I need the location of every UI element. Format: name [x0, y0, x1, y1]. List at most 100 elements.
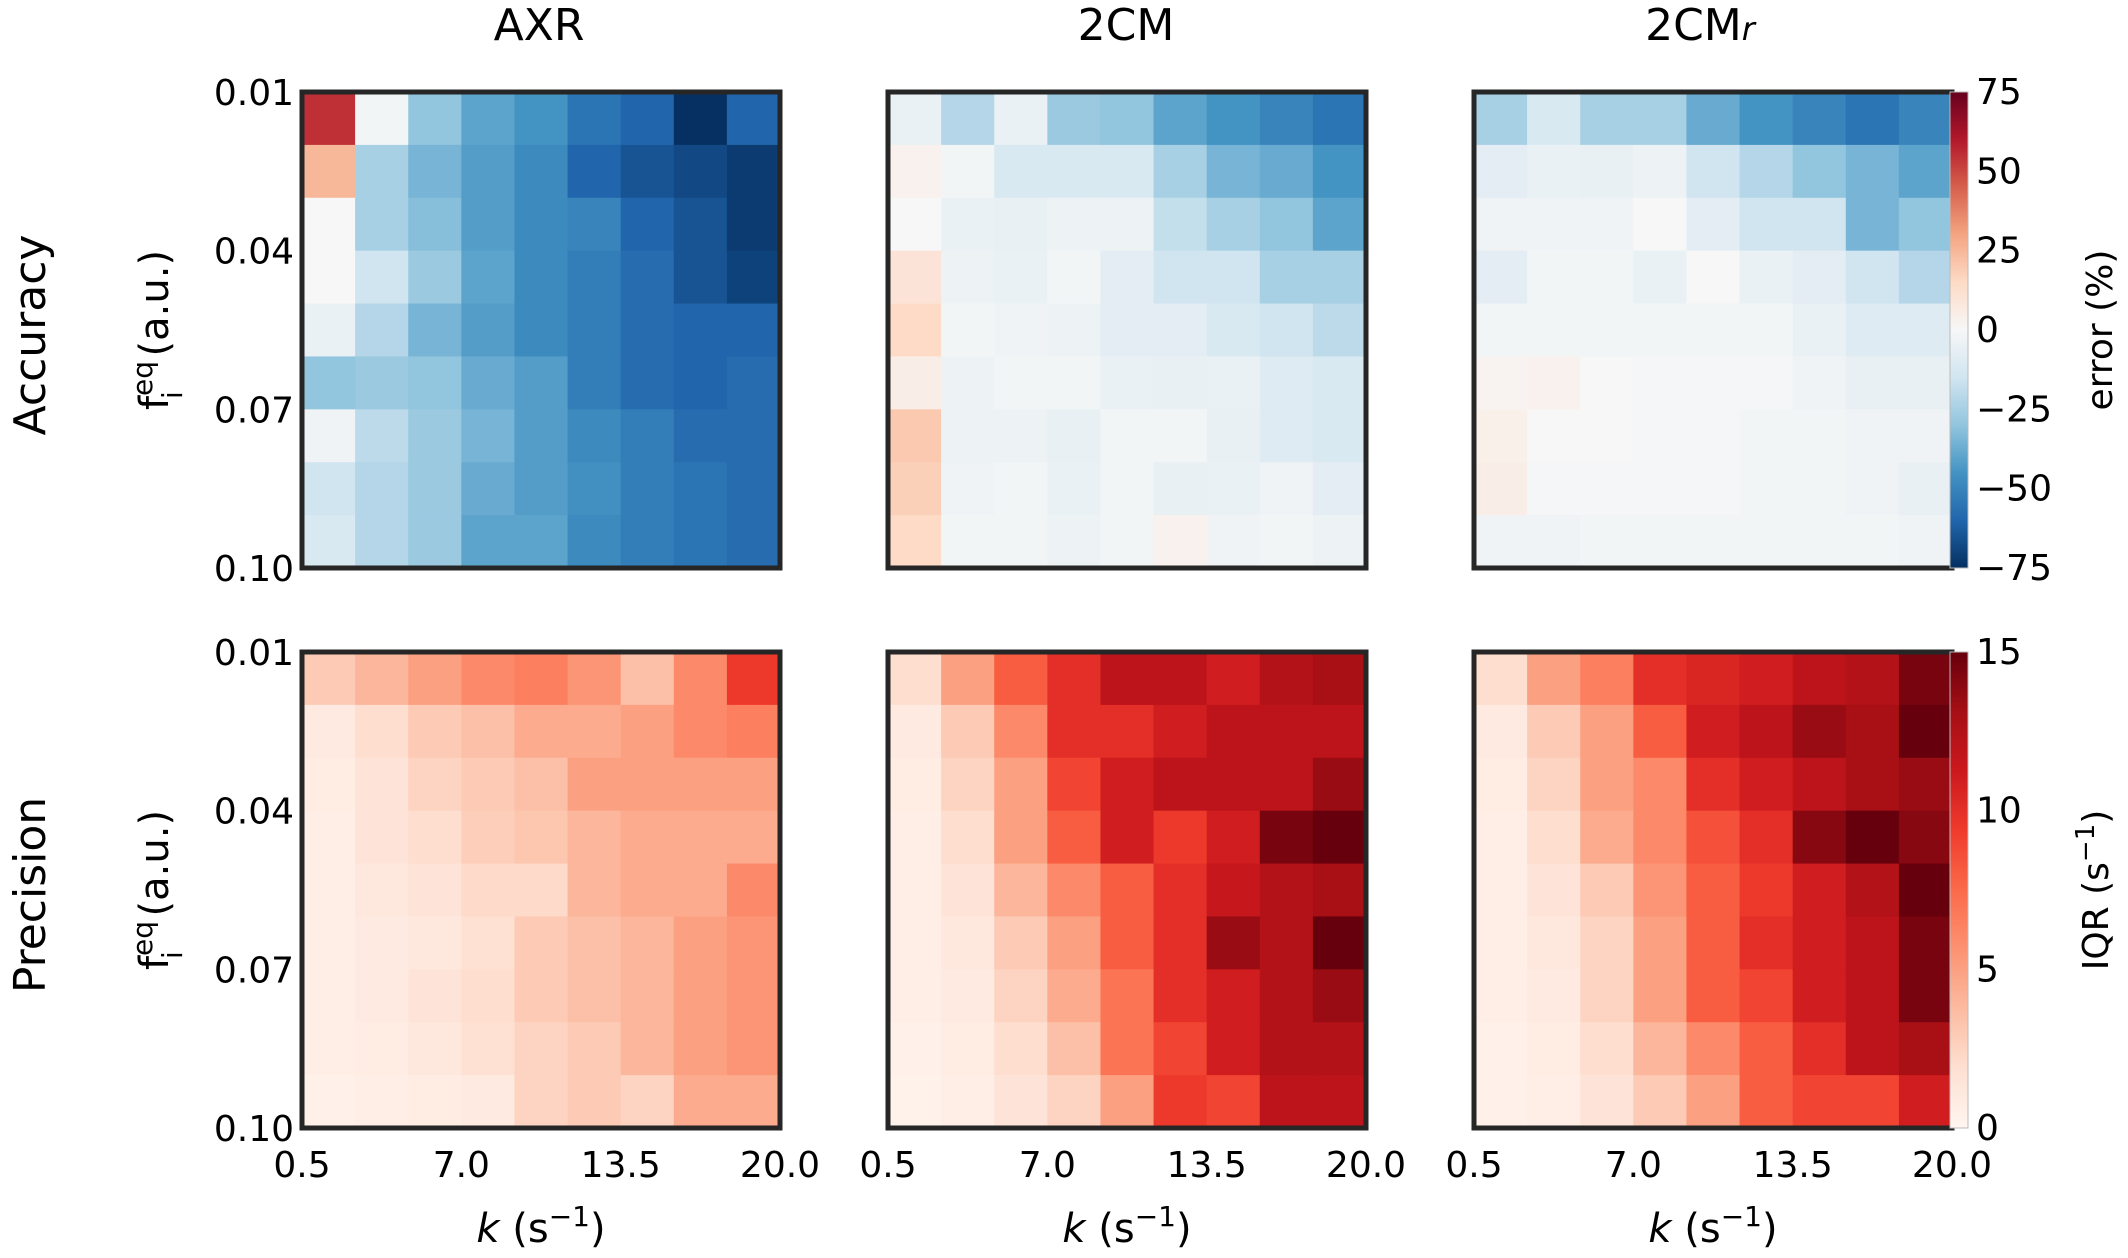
heatmap-cell [1474, 704, 1528, 759]
heatmap-cell [1206, 197, 1261, 252]
heatmap-cell [567, 303, 622, 358]
heatmap-cell [1206, 1075, 1261, 1129]
heatmap-cell [1259, 916, 1314, 970]
heatmap-cell [1206, 303, 1261, 358]
heatmap-cell [994, 409, 1048, 463]
heatmap-cell [941, 652, 995, 706]
colorbar-precision-tick: 10 [1976, 791, 2022, 832]
heatmap-cell [514, 916, 569, 970]
colorbar-precision-tick: 0 [1976, 1108, 1999, 1149]
heatmap-cell [567, 515, 622, 569]
heatmap-cell [408, 303, 462, 358]
y-label-superscript: eq [126, 361, 159, 396]
heatmap-cell [1898, 757, 1953, 812]
heatmap-cell [1312, 462, 1367, 516]
heatmap-cell [1686, 250, 1741, 305]
heatmap-cell [461, 863, 516, 918]
heatmap-cell [726, 916, 781, 970]
heatmap-cell [1206, 969, 1261, 1023]
y-label-unit: (a.u.) [132, 810, 178, 929]
heatmap-cell [408, 652, 462, 706]
heatmap-cell [1153, 863, 1208, 918]
column-titles: AXR 2CM 2CMr [494, 0, 1757, 51]
heatmap-cell [994, 1022, 1048, 1076]
heatmap-cell [514, 704, 569, 759]
heatmap-cell [1474, 303, 1528, 358]
heatmap-cell [1845, 356, 1900, 410]
heatmap-cell [1792, 1075, 1847, 1129]
colorbar-precision-tick: 5 [1976, 949, 1999, 990]
heatmap-cell [620, 197, 675, 252]
heatmap-cell [994, 916, 1048, 970]
y-label-main: f [132, 955, 178, 970]
heatmap-cell [1312, 250, 1367, 305]
heatmap-cell [302, 303, 356, 358]
heatmap-cell [1845, 704, 1900, 759]
heatmap-cell [888, 303, 942, 358]
heatmap-cell [1739, 92, 1794, 146]
heatmap-cell [1259, 409, 1314, 463]
heatmap-cell [1527, 250, 1581, 305]
heatmap-cell [461, 1022, 516, 1076]
heatmap-cell [673, 757, 728, 812]
heatmap-cell [1580, 250, 1634, 305]
heatmap-cell [302, 409, 356, 463]
heatmap-cell [1686, 652, 1741, 706]
heatmap-cell [1580, 969, 1634, 1023]
heatmap-cell [726, 92, 781, 146]
heatmap-cell [1686, 1022, 1741, 1076]
heatmap-cell [1527, 652, 1581, 706]
heatmap-cell [726, 515, 781, 569]
heatmap-cell [1527, 1022, 1581, 1076]
heatmap-cell [1845, 652, 1900, 706]
heatmap-cell [1474, 92, 1528, 146]
heatmap-cell [1633, 1022, 1688, 1076]
heatmap-cell [355, 515, 409, 569]
heatmap-cell [1633, 810, 1688, 865]
heatmap-cell [620, 916, 675, 970]
heatmap-cell [1898, 515, 1953, 569]
x-label-superscript: −1 [1721, 1200, 1762, 1233]
heatmap-cell [726, 462, 781, 516]
heatmap-cell [355, 92, 409, 146]
heatmap-cell [1206, 409, 1261, 463]
heatmap-cell [941, 863, 995, 918]
row-title-accuracy: Accuracy [5, 235, 56, 436]
heatmap-cell [726, 356, 781, 410]
heatmap-cell [1312, 916, 1367, 970]
heatmap-cell [994, 92, 1048, 146]
heatmap-cell [1845, 757, 1900, 812]
heatmap-cell [1100, 92, 1155, 146]
heatmap-cell [1739, 916, 1794, 970]
heatmap-cell [302, 144, 356, 199]
heatmap-cell [1686, 356, 1741, 410]
heatmap-cell [673, 144, 728, 199]
heatmap-cell [461, 303, 516, 358]
colorbar-accuracy-frame [1949, 91, 1969, 569]
column-title-2cm: 2CM [1078, 0, 1175, 51]
heatmap-cell [888, 92, 942, 146]
heatmap-cell [1047, 1022, 1102, 1076]
heatmap-cell [1792, 810, 1847, 865]
heatmap-cell [1633, 197, 1688, 252]
colorbar-accuracy-tick: 75 [1976, 72, 2022, 113]
heatmap-cell [1792, 704, 1847, 759]
heatmap-cell [726, 863, 781, 918]
colorbar-precision-label-sup: −1 [2071, 824, 2101, 862]
heatmap-cell [994, 969, 1048, 1023]
x-axis-label: k (s−1) [1062, 1200, 1191, 1252]
heatmap-cell [941, 1075, 995, 1129]
heatmap-cell [1259, 303, 1314, 358]
heatmap-cell [461, 462, 516, 516]
heatmap-cell [673, 704, 728, 759]
heatmap-cell [1206, 250, 1261, 305]
heatmap-cell [1686, 92, 1741, 146]
heatmap-cell [302, 92, 356, 146]
heatmap-cell [1739, 1075, 1794, 1129]
heatmap-cell [355, 409, 409, 463]
heatmap-cell [1100, 515, 1155, 569]
heatmap-accuracy-2cm [885, 89, 1369, 571]
heatmap-cell [941, 356, 995, 410]
heatmap-cell [620, 863, 675, 918]
heatmap-cell [1845, 303, 1900, 358]
